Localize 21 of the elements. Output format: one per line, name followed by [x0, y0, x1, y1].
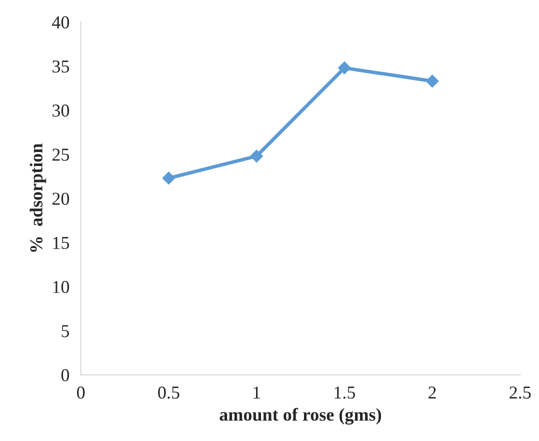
x-tick-label: 2 — [428, 386, 436, 398]
y-tick-label: 35 — [52, 60, 70, 73]
x-tick-label: 1.5 — [334, 386, 355, 399]
y-tick-label: 25 — [52, 148, 70, 161]
x-tick-label: 2.5 — [510, 386, 531, 399]
y-tick-label: 30 — [52, 104, 70, 117]
y-tick-label: 15 — [53, 236, 70, 249]
y-axis-title: % adsorption — [30, 144, 46, 252]
point — [162, 172, 176, 185]
x-tick-label: 0.5 — [158, 386, 180, 399]
y-tick-label: 10 — [53, 280, 70, 294]
y-tick-label: 20 — [52, 192, 70, 205]
y-tick-label: 5 — [62, 325, 70, 338]
x-tick-label: 1 — [254, 386, 260, 398]
x-axis-title: amount of rose (gms) — [220, 408, 382, 425]
x-tick-label: 0 — [77, 386, 85, 399]
point — [338, 62, 351, 74]
point — [426, 74, 439, 88]
y-tick-label: 40 — [52, 16, 70, 28]
point — [250, 150, 263, 163]
y-tick-label: 0 — [61, 369, 70, 382]
